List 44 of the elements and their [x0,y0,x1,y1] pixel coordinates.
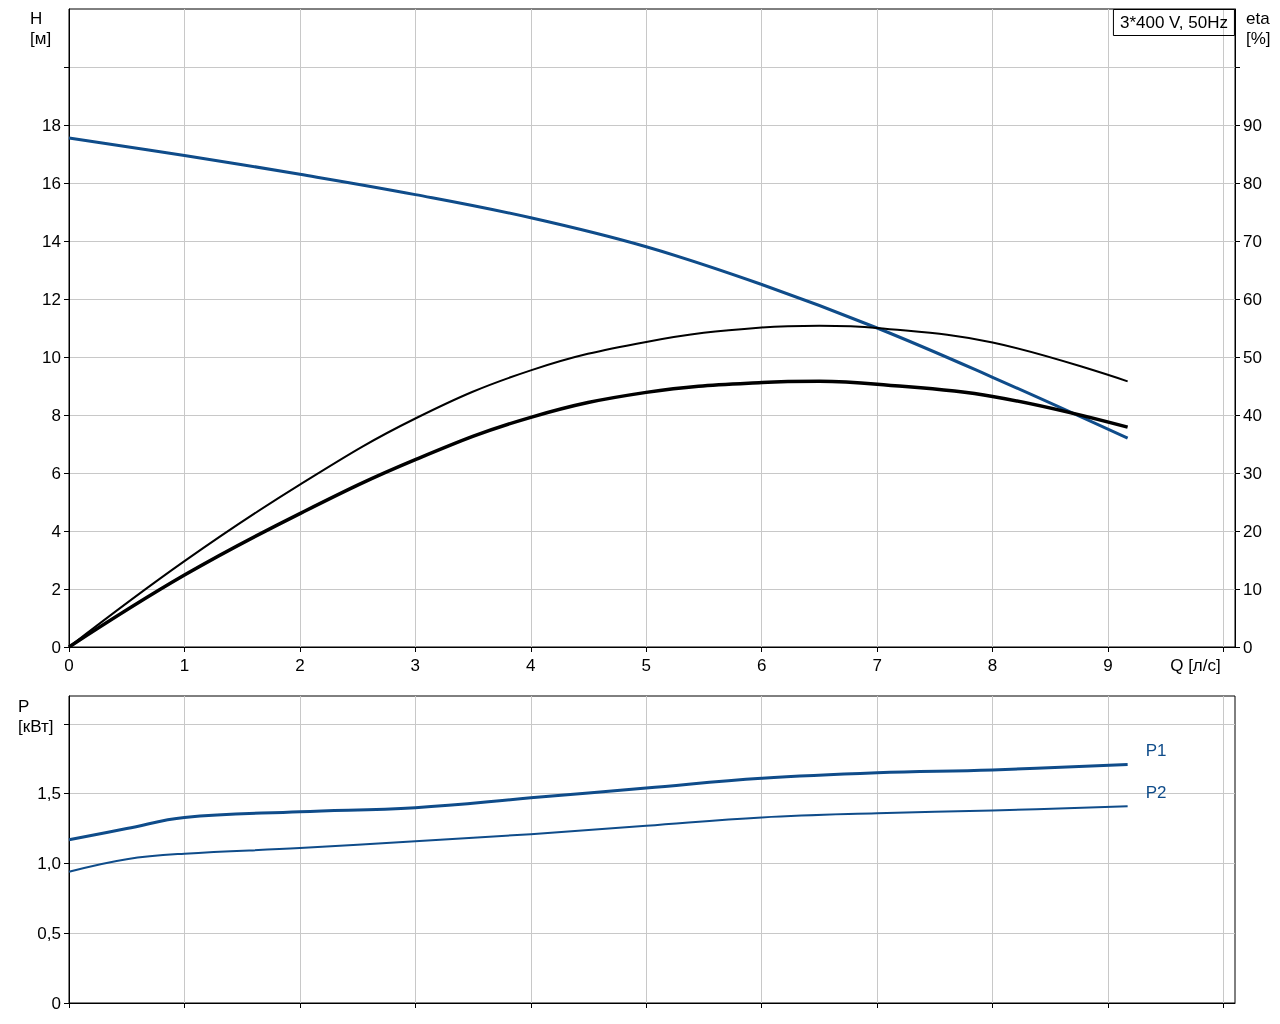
y-tick-label: 2 [51,579,61,599]
y-axis-title: P [кВт] [18,696,54,736]
y-tick-label: 1,0 [37,853,61,873]
y-tick-label: 14 [42,231,61,251]
x-tick-label: 2 [295,656,305,675]
chart-title: 3*400 V, 50Hz [1119,13,1229,32]
x-tick-label: 6 [756,656,767,675]
x-tick-label: 4 [526,656,536,675]
line-series [67,136,1130,440]
y-axis-title: H [м] [30,8,52,48]
x-tick-label: 5 [641,656,651,675]
y-tick-label: 0 [51,993,61,1013]
y-tick-label: 16 [42,173,61,193]
y-tick-label: 12 [42,289,61,309]
x-tick-label: 3 [410,656,421,675]
x-tick-label: 1 [179,656,190,675]
x-tick-label: 7 [872,656,882,675]
y-tick-label: 18 [42,115,61,135]
y2-axis-title: eta [%] [1246,8,1271,48]
line-series [68,805,1129,873]
y2-tick-label: 10 [1243,579,1262,599]
y2-tick-label: 90 [1243,115,1262,135]
y2-tick-label: 70 [1243,231,1262,251]
y-tick-label: 4 [51,521,61,541]
y2-tick-label: 80 [1243,173,1262,193]
y2-tick-label: 0 [1243,637,1253,657]
x-tick-label: 0 [64,656,74,675]
y-tick-label: 0,5 [37,923,61,943]
y-tick-label: 8 [51,405,61,425]
y-tick-label: 1,5 [37,784,61,804]
y-tick-label: 0 [51,637,61,657]
y2-tick-label: 50 [1243,347,1262,367]
y2-tick-label: 60 [1243,289,1262,309]
y-tick-label: 10 [42,347,61,367]
y2-tick-label: 30 [1243,463,1262,483]
y-tick-label: 6 [51,463,61,483]
x-tick-label: 9 [1103,656,1113,675]
series-label: P1 [1145,740,1167,760]
x-tick-label: 8 [987,656,998,675]
x-axis-title: Q [л/с] [1170,656,1221,675]
y2-tick-label: 20 [1243,521,1262,541]
line-series [67,762,1130,842]
series-label: P2 [1145,782,1167,802]
y2-tick-label: 40 [1243,405,1262,425]
